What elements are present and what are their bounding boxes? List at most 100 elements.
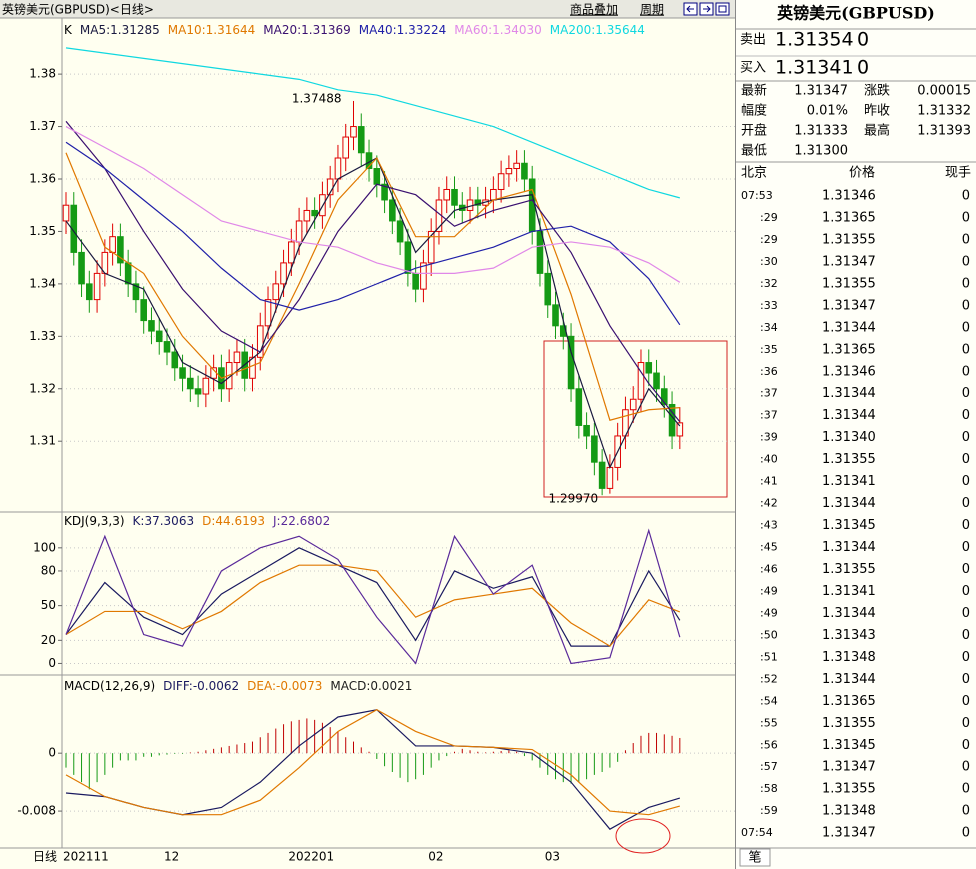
tick-price: 1.31348 [822, 804, 876, 819]
tab-label[interactable]: 笔 [748, 850, 761, 866]
candle-body [412, 272, 419, 290]
candle-body [373, 168, 381, 185]
quote-volume: 0 [857, 29, 869, 51]
extreme-label: 1.37488 [292, 91, 342, 105]
ticks-header: 北京 [741, 166, 767, 181]
tick-time: :40 [760, 453, 778, 466]
candle-body [140, 299, 147, 322]
header-item: MA40:1.33224 [359, 23, 447, 37]
tick-time: :56 [760, 738, 778, 751]
indicator-header: MACD(12,26,9) DIFF:-0.0062 DEA:-0.0073 MACD… [64, 679, 412, 693]
header-item: KDJ(9,3,3) [64, 514, 125, 528]
candle-body [637, 362, 645, 400]
header-item: K [64, 23, 73, 37]
quote-label: 卖出 [740, 33, 766, 48]
header-item: MA5:1.31285 [80, 23, 160, 37]
candle-body [521, 162, 528, 180]
tick-price: 1.31348 [822, 650, 876, 665]
series-line [65, 120, 681, 423]
tick-volume: 0 [962, 650, 970, 665]
tick-time: :34 [760, 321, 778, 334]
y-tick-label: 1.34 [29, 276, 56, 290]
button-fit[interactable] [715, 2, 730, 16]
series-line [65, 709, 680, 816]
tick-volume: 0 [962, 430, 970, 445]
candle-body [420, 262, 427, 290]
candle-body [179, 367, 186, 379]
tick-time: :46 [760, 562, 778, 575]
candle-body [497, 173, 505, 190]
y-tick-label: 0 [48, 746, 56, 760]
ticks-header: 现手 [945, 166, 971, 181]
tick-price: 1.31355 [822, 276, 876, 291]
candle-body [272, 283, 280, 301]
tick-volume: 0 [962, 452, 970, 467]
candle-body [536, 230, 544, 274]
highlight-ellipse [615, 818, 671, 854]
x-tick-label: 202201 [288, 850, 334, 864]
header-item: MA60:1.34030 [454, 23, 542, 37]
x-axis-label: 日线 [33, 850, 57, 864]
tick-volume: 0 [962, 364, 970, 379]
candle-body [598, 461, 606, 489]
candle-body [117, 236, 124, 264]
tick-price: 1.31341 [822, 584, 876, 599]
stat-label: 最高 [864, 123, 890, 139]
stat-label: 涨跌 [864, 83, 890, 99]
x-tick-label: 02 [428, 850, 443, 864]
y-tick-label: 1.38 [29, 67, 56, 81]
candle-body [342, 136, 350, 159]
candle-body [155, 330, 163, 343]
y-tick-label: 50 [41, 598, 56, 612]
candle-body [505, 168, 513, 175]
y-tick-label: 1.32 [29, 381, 56, 395]
tick-price: 1.31344 [822, 606, 876, 621]
tick-volume: 0 [962, 408, 970, 423]
period-link[interactable]: 周期 [640, 3, 664, 17]
tick-price: 1.31346 [822, 364, 876, 379]
tick-time: :37 [760, 387, 778, 400]
tick-volume: 0 [962, 826, 970, 841]
window-title: 英镑美元(GBPUSD)<日线> [2, 2, 154, 17]
candle-body [280, 262, 287, 285]
highlight-box [543, 340, 728, 498]
tick-price: 1.31347 [822, 760, 876, 775]
candle-body [381, 183, 388, 201]
stat-value: 0.00015 [917, 84, 971, 99]
extreme-label: 1.29970 [549, 492, 599, 506]
y-tick-label: 100 [33, 540, 56, 554]
tick-volume: 0 [962, 540, 970, 555]
y-tick-label: 20 [41, 633, 56, 647]
tab[interactable] [739, 848, 771, 867]
quote-bg [736, 0, 976, 869]
tick-volume: 0 [962, 276, 970, 291]
tick-time: :37 [760, 409, 778, 422]
tick-price: 1.31365 [822, 694, 876, 709]
tick-price: 1.31365 [822, 210, 876, 225]
tick-volume: 0 [962, 584, 970, 599]
quote-price: 1.31354 [775, 29, 854, 51]
candle-body [233, 351, 241, 364]
overlay-link[interactable]: 商品叠加 [570, 2, 618, 17]
tick-time: :42 [760, 497, 778, 510]
y-tick-label: 1.35 [29, 224, 56, 238]
tick-price: 1.31340 [822, 430, 876, 445]
candle-body [303, 209, 311, 222]
candle-body [249, 356, 256, 379]
candle-body [70, 204, 78, 253]
candle-body [660, 388, 668, 405]
y-tick-label: 1.31 [29, 434, 56, 448]
y-tick-label: 1.36 [29, 171, 56, 185]
toolbar [0, 0, 736, 18]
tick-time: :29 [760, 233, 778, 246]
series-line [65, 141, 681, 326]
stat-value: 1.31393 [917, 124, 971, 139]
tick-volume: 0 [962, 320, 970, 335]
candle-body [443, 188, 451, 201]
header-item: MA10:1.31644 [168, 23, 256, 37]
tick-time: :51 [760, 650, 778, 663]
tick-volume: 0 [962, 254, 970, 269]
tick-volume: 0 [962, 606, 970, 621]
tick-price: 1.31344 [822, 496, 876, 511]
